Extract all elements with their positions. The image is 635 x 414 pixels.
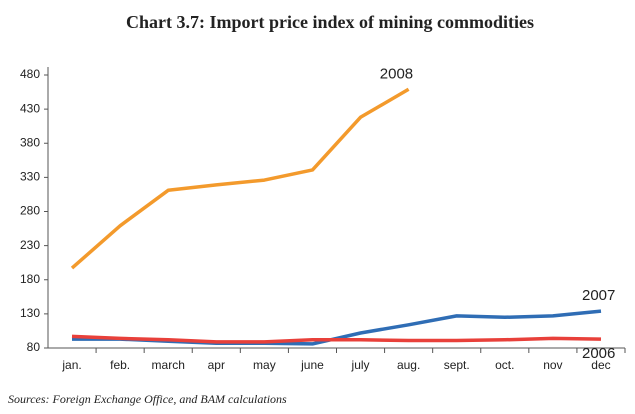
x-tick-label: july [351, 358, 370, 372]
x-tick-label: oct. [495, 358, 514, 372]
x-tick-label: sept. [444, 358, 470, 372]
chart-title: Chart 3.7: Import price index of mining … [126, 12, 534, 32]
x-tick-label: apr [208, 358, 225, 372]
x-tick-label: jan. [61, 358, 81, 372]
source-note: Sources: Foreign Exchange Office, and BA… [8, 392, 287, 406]
x-tick-label: nov [543, 358, 562, 372]
y-tick-label: 280 [20, 204, 40, 218]
x-tick-label: feb. [110, 358, 130, 372]
series-line [70, 87, 410, 270]
y-tick-label: 130 [20, 306, 40, 320]
x-tick-label: march [152, 358, 185, 372]
y-tick-label: 480 [20, 67, 40, 81]
x-tick-label: dec [591, 358, 610, 372]
series-label: 2008 [380, 65, 413, 82]
series-label: 2007 [582, 287, 615, 304]
x-tick-label: aug. [397, 358, 420, 372]
y-tick-label: 380 [20, 135, 40, 149]
x-tick-label: june [300, 358, 324, 372]
y-tick-label: 230 [20, 238, 40, 252]
y-tick-label: 330 [20, 170, 40, 184]
x-tick-label: may [253, 358, 276, 372]
series-line [71, 334, 602, 344]
series-label: 2006 [582, 345, 615, 362]
y-tick-label: 180 [20, 272, 40, 286]
y-tick-label: 430 [20, 101, 40, 115]
y-tick-label: 80 [27, 340, 41, 354]
